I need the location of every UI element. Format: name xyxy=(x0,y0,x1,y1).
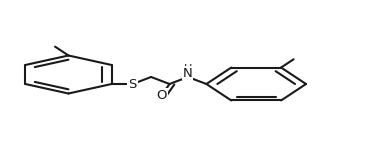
Text: H: H xyxy=(184,64,192,74)
Text: S: S xyxy=(129,77,137,90)
Text: O: O xyxy=(156,89,167,102)
Text: N: N xyxy=(183,67,193,80)
